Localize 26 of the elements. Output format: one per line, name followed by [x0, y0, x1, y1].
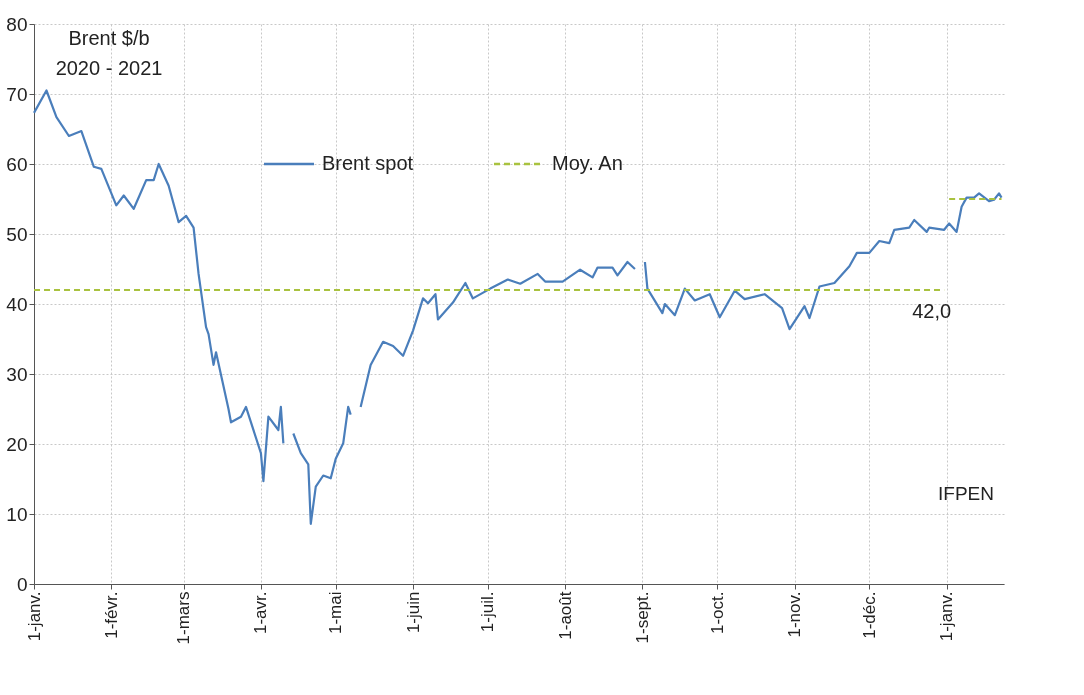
x-tick-label: 1-oct. [707, 591, 727, 635]
chart-title: Brent $/b [68, 27, 150, 49]
y-tick-label: 60 [6, 153, 28, 175]
y-tick-label: 40 [6, 293, 28, 315]
x-tick-label: 1-mai [326, 591, 346, 635]
x-tick-label: 1-févr. [101, 591, 121, 639]
text: 2020 - 2021 [55, 57, 163, 79]
x-tick-label: 1-juil. [478, 591, 498, 633]
y-tick-label: 50 [6, 223, 28, 245]
legend-label: Brent spot [322, 152, 414, 174]
legend-label: Moy. An [552, 152, 623, 174]
annotation: 42,0 [912, 300, 952, 322]
annotation: IFPEN [938, 483, 994, 504]
x-tick-label: 1-juin [403, 591, 423, 634]
x-tick-label: 1-déc. [859, 591, 879, 639]
x-tick-label: 1-sept. [632, 591, 652, 644]
x-tick-label: 1-mars [174, 591, 194, 645]
x-tick-label: 1-avr. [251, 591, 271, 635]
y-tick-label: 20 [6, 433, 28, 455]
x-tick-label: 1-janv. [937, 591, 957, 642]
y-tick-label: 30 [6, 363, 28, 385]
x-tick-label: 1-nov. [785, 591, 805, 638]
y-tick-label: 10 [6, 503, 28, 525]
x-tick-label: 1-août [555, 591, 575, 640]
y-tick-label: 70 [6, 83, 28, 105]
y-tick-label: 80 [6, 13, 28, 35]
